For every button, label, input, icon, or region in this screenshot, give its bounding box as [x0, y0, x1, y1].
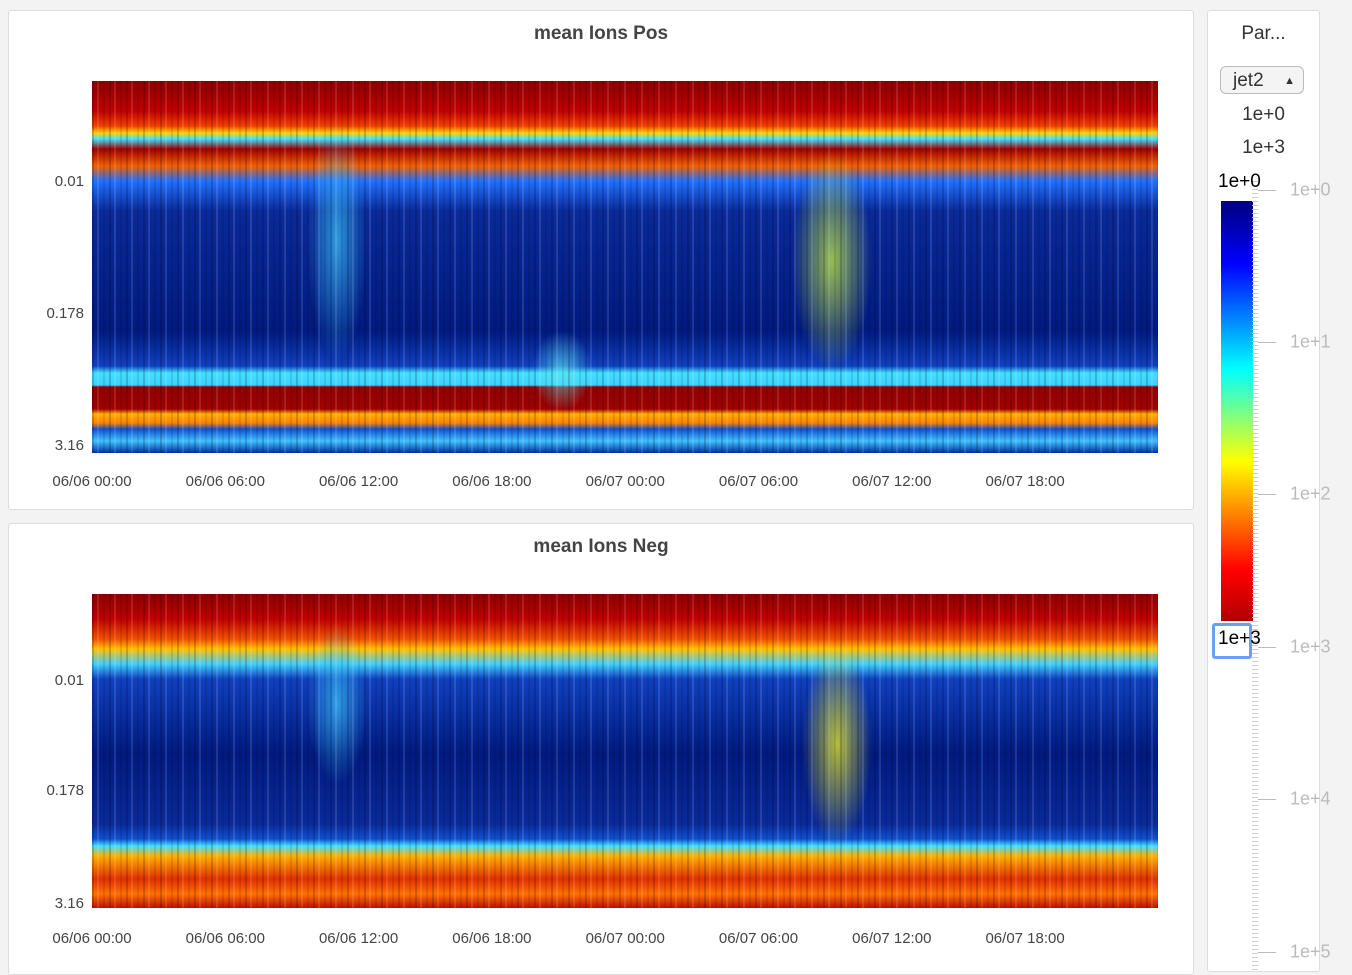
scale-tick — [1258, 190, 1276, 191]
colormap-select[interactable]: jet2 ▲ — [1220, 66, 1304, 94]
colorbar — [1221, 201, 1253, 621]
x-tick-label: 06/07 06:00 — [718, 473, 799, 490]
range-min: 1e+0 — [1242, 104, 1285, 125]
x-tick-label: 06/07 18:00 — [985, 930, 1065, 947]
y-tick-label: 3.16 — [54, 437, 84, 454]
scale-tick — [1258, 952, 1276, 953]
y-tick-label: 0.178 — [46, 782, 84, 799]
x-tick-label: 06/07 06:00 — [718, 930, 799, 947]
scale-tick-label: 1e+5 — [1290, 941, 1331, 962]
y-tick-label: 3.16 — [54, 895, 84, 912]
max-input[interactable]: 1e+3 — [1212, 623, 1261, 659]
x-tick-label: 06/06 06:00 — [185, 930, 265, 947]
x-tick-label: 06/07 00:00 — [585, 930, 665, 947]
heatmap — [92, 81, 1158, 453]
range-max: 1e+3 — [1242, 137, 1285, 158]
panel-title: mean Ions Neg — [533, 536, 669, 557]
scale-tick — [1258, 799, 1276, 800]
x-tick-label: 06/06 18:00 — [452, 473, 532, 490]
x-tick-label: 06/06 12:00 — [318, 473, 399, 490]
plot-panel: mean Ions Neg 0.01 0.178 3.16 06/06 00:00 06… — [8, 523, 1194, 975]
y-tick-label: 0.01 — [54, 173, 84, 190]
x-tick-label: 06/07 12:00 — [852, 930, 932, 947]
x-tick-label: 06/06 12:00 — [318, 930, 399, 947]
scale-ruler — [1252, 181, 1258, 971]
y-tick-label: 0.01 — [54, 672, 84, 689]
y-tick-label: 0.178 — [46, 305, 84, 322]
scale-tick — [1258, 494, 1276, 495]
sidebar-title: Par... — [1241, 23, 1286, 44]
x-tick-label: 06/06 00:00 — [52, 473, 132, 490]
scale-tick-label: 1e+2 — [1290, 483, 1331, 504]
plot-panel: mean Ions Pos 0.01 0.178 3.16 06/06 00:00 06… — [8, 10, 1194, 510]
scale-tick-label: 1e+0 — [1290, 179, 1331, 200]
x-tick-label: 06/06 06:00 — [185, 473, 265, 490]
x-tick-label: 06/06 18:00 — [452, 930, 532, 947]
x-tick-label: 06/07 18:00 — [985, 473, 1065, 490]
min-input[interactable]: 1e+0 — [1218, 171, 1261, 195]
sidebar: Par... jet2 ▲ 1e+0 1e+3 1e+0 1e+3 — [1207, 10, 1320, 972]
scale-tick — [1258, 647, 1276, 648]
panel-title: mean Ions Pos — [533, 23, 669, 44]
scale-tick-label: 1e+3 — [1290, 636, 1331, 657]
heatmap — [92, 594, 1158, 908]
scale-tick-label: 1e+1 — [1290, 331, 1331, 352]
scale-tick-label: 1e+4 — [1290, 788, 1331, 809]
scale-tick — [1258, 342, 1276, 343]
x-tick-label: 06/07 12:00 — [852, 473, 932, 490]
x-tick-label: 06/06 00:00 — [52, 930, 132, 947]
x-tick-label: 06/07 00:00 — [585, 473, 665, 490]
select-value: jet2 — [1233, 70, 1264, 91]
